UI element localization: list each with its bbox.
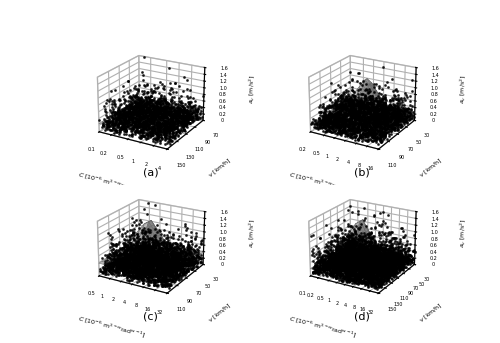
Y-axis label: $v$ [km/h]: $v$ [km/h]	[418, 300, 444, 324]
Text: (a): (a)	[143, 167, 158, 177]
Text: (b): (b)	[354, 167, 370, 177]
X-axis label: $C$ [$10^{-6}$ m$^{3-w}$rad$^{w-1}$]: $C$ [$10^{-6}$ m$^{3-w}$rad$^{w-1}$]	[288, 169, 358, 196]
Y-axis label: $v$ [km/h]: $v$ [km/h]	[206, 300, 234, 324]
Text: (d): (d)	[354, 311, 370, 321]
X-axis label: $C$ [$10^{-6}$ m$^{3-w}$rad$^{w-1}$]: $C$ [$10^{-6}$ m$^{3-w}$rad$^{w-1}$]	[288, 314, 358, 340]
X-axis label: $C$ [$10^{-6}$ m$^{3-w}$rad$^{w-1}$]: $C$ [$10^{-6}$ m$^{3-w}$rad$^{w-1}$]	[76, 169, 146, 196]
Y-axis label: $v$ [km/h]: $v$ [km/h]	[418, 156, 444, 180]
X-axis label: $C$ [$10^{-6}$ m$^{3-w}$rad$^{w-1}$]: $C$ [$10^{-6}$ m$^{3-w}$rad$^{w-1}$]	[76, 314, 146, 340]
Text: (c): (c)	[143, 311, 158, 321]
Y-axis label: $v$ [km/h]: $v$ [km/h]	[206, 156, 234, 180]
